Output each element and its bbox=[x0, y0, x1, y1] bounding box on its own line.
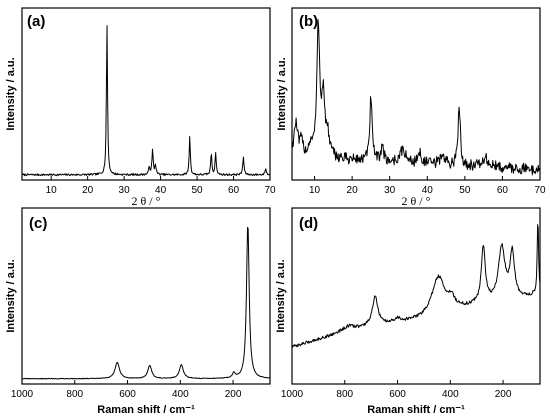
x-tick-label: 400 bbox=[172, 389, 189, 400]
panel-d: (d) 1000 800 600 400 200 Raman shift / cm⁻¹ … bbox=[275, 207, 541, 416]
panel-c-frame bbox=[21, 207, 271, 385]
panel-d-label: (d) bbox=[299, 215, 318, 232]
x-tick-label: 600 bbox=[119, 389, 136, 400]
panel-d-frame bbox=[291, 207, 541, 385]
panel-d-x-ticks: 1000 800 600 400 200 bbox=[281, 380, 512, 400]
x-tick-label: 30 bbox=[384, 185, 396, 196]
panel-b-frame bbox=[291, 7, 541, 181]
x-tick-label: 10 bbox=[46, 185, 58, 196]
panel-c-label: (c) bbox=[29, 215, 47, 232]
x-tick-label: 200 bbox=[495, 389, 512, 400]
panel-d-series-line bbox=[291, 224, 541, 348]
x-tick-label: 800 bbox=[66, 389, 83, 400]
x-tick-label: 70 bbox=[264, 185, 276, 196]
panel-b-x-axis-title: 2 θ / ° bbox=[402, 194, 431, 208]
x-tick-label: 1000 bbox=[11, 389, 34, 400]
panel-a-label: (a) bbox=[27, 13, 45, 30]
panel-c-y-axis-title: Intensity / a.u. bbox=[5, 259, 17, 332]
panel-d-y-axis-title: Intensity / a.u. bbox=[275, 259, 287, 332]
x-tick-label: 60 bbox=[497, 185, 509, 196]
x-tick-label: 30 bbox=[119, 185, 131, 196]
x-tick-label: 800 bbox=[336, 389, 353, 400]
x-tick-label: 200 bbox=[225, 389, 242, 400]
x-tick-label: 50 bbox=[459, 185, 471, 196]
x-tick-label: 60 bbox=[228, 185, 240, 196]
panel-a-series-line bbox=[21, 25, 271, 177]
panel-d-x-axis-title: Raman shift / cm⁻¹ bbox=[367, 404, 465, 416]
panel-c: (c) 1000 800 600 400 200 Raman shift / cm⁻¹ … bbox=[5, 207, 271, 416]
panel-b-x-ticks: 10 20 30 40 50 60 70 bbox=[309, 176, 546, 196]
panel-b-series-line bbox=[291, 18, 541, 176]
panel-c-x-axis-title: Raman shift / cm⁻¹ bbox=[97, 404, 195, 416]
x-tick-label: 70 bbox=[534, 185, 546, 196]
panel-c-series-line bbox=[21, 226, 271, 380]
panel-b-y-axis-title: Intensity / a.u. bbox=[276, 57, 288, 130]
x-tick-label: 50 bbox=[191, 185, 203, 196]
x-tick-label: 600 bbox=[389, 389, 406, 400]
panel-a: (a) 10 20 30 40 50 60 70 2 θ / ° Intensity / a… bbox=[5, 7, 276, 208]
x-tick-label: 40 bbox=[422, 185, 434, 196]
x-tick-label: 1000 bbox=[281, 389, 304, 400]
panel-a-y-axis-title: Intensity / a.u. bbox=[5, 57, 17, 130]
panel-b-label: (b) bbox=[299, 13, 318, 30]
x-tick-label: 40 bbox=[155, 185, 167, 196]
panel-a-frame bbox=[21, 7, 271, 181]
panel-b: (b) 10 20 30 40 50 60 70 2 θ / ° Intensity / a… bbox=[276, 7, 546, 208]
panel-a-x-ticks: 10 20 30 40 50 60 70 bbox=[46, 176, 276, 196]
panel-c-x-ticks: 1000 800 600 400 200 bbox=[11, 380, 242, 400]
panel-a-x-axis-title: 2 θ / ° bbox=[132, 194, 161, 208]
x-tick-label: 20 bbox=[347, 185, 359, 196]
x-tick-label: 400 bbox=[442, 389, 459, 400]
x-tick-label: 20 bbox=[82, 185, 94, 196]
x-tick-label: 10 bbox=[309, 185, 321, 196]
